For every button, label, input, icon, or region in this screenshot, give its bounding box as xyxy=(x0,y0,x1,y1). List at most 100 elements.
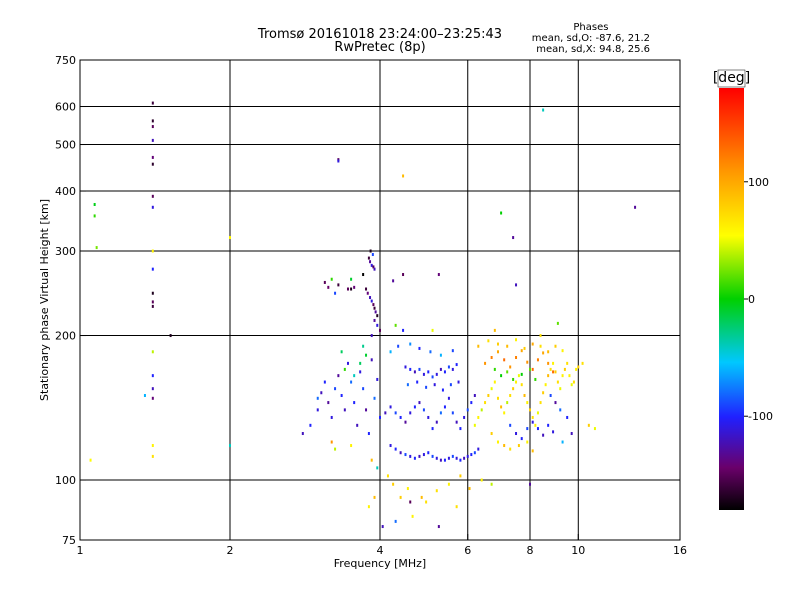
data-point xyxy=(506,370,509,374)
data-point xyxy=(554,370,557,374)
data-point xyxy=(455,505,458,509)
data-point xyxy=(451,411,454,415)
data-point xyxy=(539,401,542,405)
y-tick-label: 600 xyxy=(55,101,76,114)
data-point xyxy=(459,458,462,462)
data-point xyxy=(496,396,499,400)
data-point xyxy=(520,372,523,376)
data-point xyxy=(376,323,379,327)
data-point xyxy=(470,453,473,457)
data-point xyxy=(343,367,346,371)
data-point xyxy=(373,396,376,400)
data-point xyxy=(473,394,476,398)
data-point xyxy=(457,380,460,384)
data-point xyxy=(523,394,526,398)
data-point xyxy=(418,367,421,371)
data-point xyxy=(365,408,368,412)
data-point xyxy=(435,420,438,424)
data-point xyxy=(151,101,154,105)
data-point xyxy=(572,380,575,384)
data-point xyxy=(353,401,356,405)
x-tick-label: 2 xyxy=(227,544,234,557)
data-point xyxy=(473,451,476,455)
data-point xyxy=(547,361,550,365)
data-point xyxy=(455,420,458,424)
data-point xyxy=(443,458,446,462)
data-point xyxy=(389,350,392,354)
data-point xyxy=(581,361,584,365)
data-point xyxy=(561,440,564,444)
data-point xyxy=(542,433,545,437)
data-point xyxy=(429,350,432,354)
data-point xyxy=(346,361,349,365)
data-point xyxy=(506,401,509,405)
data-point xyxy=(392,482,395,486)
data-point xyxy=(356,423,359,427)
data-point xyxy=(367,505,370,509)
data-point xyxy=(399,495,402,499)
data-point xyxy=(346,287,349,291)
data-point xyxy=(447,365,450,369)
data-point xyxy=(151,267,154,271)
data-point xyxy=(330,415,333,419)
data-point xyxy=(435,456,438,460)
data-point xyxy=(404,420,407,424)
data-point xyxy=(340,394,343,398)
data-point xyxy=(359,361,362,365)
data-point xyxy=(439,353,442,357)
data-point xyxy=(413,456,416,460)
data-point xyxy=(487,339,490,343)
data-point xyxy=(570,383,573,387)
data-point xyxy=(151,194,154,198)
data-point xyxy=(427,370,430,374)
data-point xyxy=(503,358,506,362)
data-point xyxy=(389,444,392,448)
data-point xyxy=(500,374,503,378)
data-point xyxy=(151,162,154,166)
data-point xyxy=(362,273,365,277)
phase-stats: Phases mean, sd,O: -87.6, 21.2 mean, sd,… xyxy=(532,22,650,55)
data-point xyxy=(151,155,154,159)
data-point xyxy=(544,383,547,387)
data-point xyxy=(151,300,154,304)
data-point xyxy=(531,415,534,419)
data-point xyxy=(463,456,466,460)
x-tick-label: 1 xyxy=(77,544,84,557)
colorbar-label-box xyxy=(717,69,746,88)
data-point xyxy=(151,396,154,400)
data-point xyxy=(552,430,555,434)
data-point xyxy=(470,401,473,405)
data-point xyxy=(323,280,326,284)
data-point xyxy=(350,277,353,281)
data-point xyxy=(570,432,573,436)
data-point xyxy=(406,487,409,491)
data-point xyxy=(515,432,518,436)
data-point xyxy=(427,415,430,419)
data-point xyxy=(455,456,458,460)
data-point xyxy=(503,411,506,415)
data-point xyxy=(334,447,337,451)
data-point xyxy=(371,253,374,257)
y-tick-label: 100 xyxy=(55,474,76,487)
data-point xyxy=(229,444,231,448)
x-tick-label: 4 xyxy=(377,544,384,557)
data-point xyxy=(468,487,471,491)
data-point xyxy=(512,387,515,391)
data-point xyxy=(451,367,454,371)
data-point xyxy=(316,396,319,400)
data-point xyxy=(425,385,428,389)
data-point xyxy=(151,350,154,354)
data-point xyxy=(151,291,154,295)
data-point xyxy=(301,432,304,436)
data-point xyxy=(381,525,384,529)
data-point xyxy=(376,377,379,381)
data-point xyxy=(386,474,389,478)
data-point xyxy=(549,394,552,398)
grid-lines xyxy=(80,60,680,540)
data-point xyxy=(437,525,440,529)
data-point xyxy=(350,287,353,291)
data-point xyxy=(330,440,333,444)
data-point xyxy=(409,411,412,415)
y-tick-label: 400 xyxy=(55,185,76,198)
